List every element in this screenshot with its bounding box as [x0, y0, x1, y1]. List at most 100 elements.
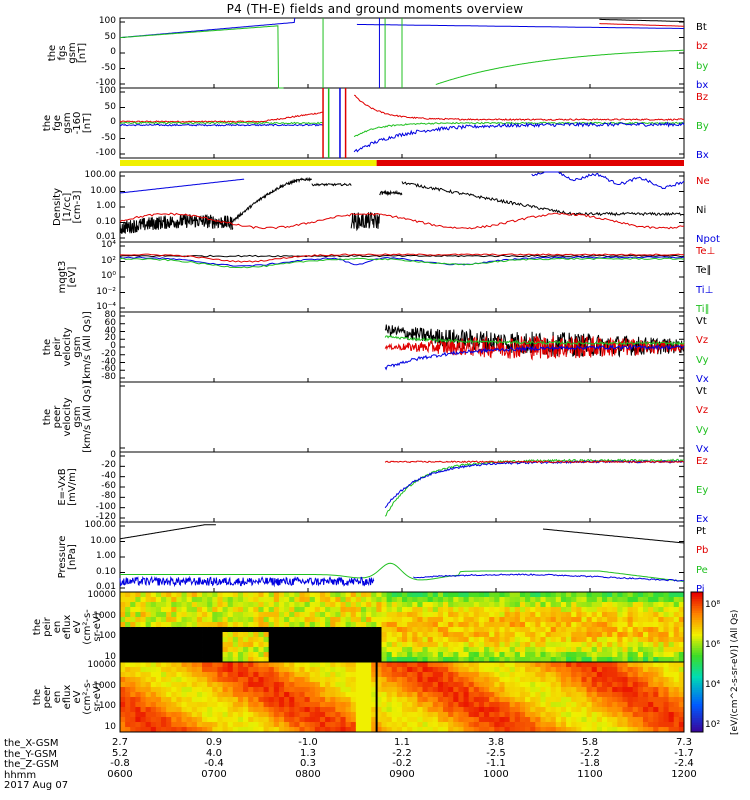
footer-value: -2.5 [486, 747, 506, 759]
p10-spectro-cell [468, 682, 475, 688]
p9-spectro-cell [458, 627, 464, 633]
p10-spectro-cell [642, 682, 649, 688]
p9-spectro-cell [494, 597, 500, 603]
p10-spectro-cell [596, 712, 603, 718]
p10-spectro-cell [443, 692, 449, 698]
p9-spectro-cell [299, 592, 305, 598]
p9-spectro-cell [478, 632, 485, 638]
p10-spectro-cell [494, 687, 500, 693]
p10-spectro-cell [227, 677, 234, 683]
p9-spectro-cell [637, 642, 644, 648]
colorbar-cell [691, 676, 703, 679]
p10-spectro-cell [478, 702, 485, 708]
p1-ytick-label: 0 [110, 47, 116, 57]
p10-spectro-cell [560, 687, 567, 693]
p9-spectro-cell [202, 637, 208, 643]
p9-spectro-cell [412, 652, 418, 658]
p10-spectro-cell [284, 722, 290, 728]
p10-spectro-cell [355, 662, 362, 668]
p9-spectro-cell [155, 622, 162, 628]
p9-spectro-cell [155, 592, 162, 598]
p10-spectro-cell [417, 667, 423, 673]
p9-spectro-cell [196, 647, 203, 653]
colorbar-cell [691, 729, 703, 733]
p9-spectro-cell [355, 597, 362, 603]
p9-spectro-cell [560, 647, 567, 653]
p10-spectro-cell [514, 707, 521, 713]
p9-spectro-cell [191, 637, 198, 643]
p10-spectro-cell [463, 662, 470, 668]
p9-spectro-cell [525, 602, 531, 608]
p9-spectro-cell [637, 592, 644, 598]
p9-spectro-cell [330, 632, 336, 638]
p10-spectro-cell [161, 672, 167, 678]
p10-spectro-cell [504, 672, 511, 678]
p10-spectro-cell [222, 722, 229, 728]
p9-spectro-cell [484, 607, 490, 613]
p9-spectro-cell [166, 657, 172, 663]
p10-spectro-cell [545, 727, 552, 733]
p10-spectro-cell [289, 662, 295, 668]
p9-spectro-cell [653, 622, 659, 628]
p9-spectro-cell [268, 607, 275, 613]
p10-spectro-cell [319, 692, 326, 698]
p9-spectro-cell [663, 607, 670, 613]
p9-spectro-cell [627, 657, 634, 663]
p10-spectro-cell [653, 722, 659, 728]
p9-spectro-cell [412, 657, 418, 663]
p9-spectro-cell [637, 612, 644, 618]
p9-spectro-cell [150, 637, 157, 643]
p9-spectro-cell [484, 627, 490, 633]
p10-spectro-cell [273, 667, 280, 673]
p9-spectro-cell [360, 592, 367, 598]
p9-spectro-cell [145, 617, 152, 623]
p10-spectro-cell [207, 667, 213, 673]
p9-spectro-cell [504, 632, 511, 638]
p8-ylabel: Pressure [nPa] [57, 535, 78, 579]
p10-spectro-cell [150, 667, 157, 673]
p10-spectro-cell [437, 722, 444, 728]
p10-spectro-cell [678, 687, 685, 693]
p9-spectro-cell [304, 622, 311, 628]
p10-spectro-cell [519, 722, 526, 728]
p10-spectro-cell [232, 722, 239, 728]
p9-spectro-cell [509, 592, 516, 598]
p10-spectro-cell [571, 712, 577, 718]
p9-spectro-cell [648, 617, 654, 623]
p9-spectro-cell [207, 607, 213, 613]
p10-spectro-cell [335, 712, 341, 718]
p9-spectro-cell [161, 592, 167, 598]
p9-spectro-cell [155, 602, 162, 608]
p9-spectro-cell [140, 607, 147, 613]
p10-spectro-cell [191, 707, 198, 713]
p10-spectro-cell [637, 712, 644, 718]
p10-spectro-cell [166, 702, 172, 708]
p10-spectro-cell [155, 682, 162, 688]
p9-spectro-cell [484, 637, 490, 643]
p10-spectro-cell [248, 717, 254, 723]
p10-spectro-cell [550, 707, 557, 713]
p10-spectro-cell [530, 662, 536, 668]
p10-spectro-cell [632, 677, 639, 683]
p9-spectro-cell [145, 622, 152, 628]
p2-ylabel: the fge gsm -160 [nT] [42, 111, 93, 135]
p9-spectro-cell [448, 642, 454, 648]
p10-spectro-cell [207, 677, 213, 683]
p10-spectro-cell [386, 667, 393, 673]
p9-spectro-cell [402, 602, 408, 608]
p9-spectro-cell [391, 622, 398, 628]
p9-spectro-cell [407, 632, 413, 638]
p10-spectro-cell [453, 712, 459, 718]
p9-spectro-cell [263, 627, 270, 633]
p10-spectro-cell [330, 682, 336, 688]
p10-spectro-cell [391, 692, 398, 698]
footer-value: 0800 [295, 768, 321, 780]
p10-spectro-cell [417, 687, 423, 693]
p10-spectro-cell [263, 667, 270, 673]
p9-spectro-cell [642, 657, 649, 663]
p10-spectro-cell [673, 717, 680, 723]
p10-spectro-cell [478, 697, 485, 703]
p10-spectro-cell [458, 702, 464, 708]
p9-spectro-cell [453, 627, 459, 633]
p9-spectro-cell [376, 652, 382, 658]
